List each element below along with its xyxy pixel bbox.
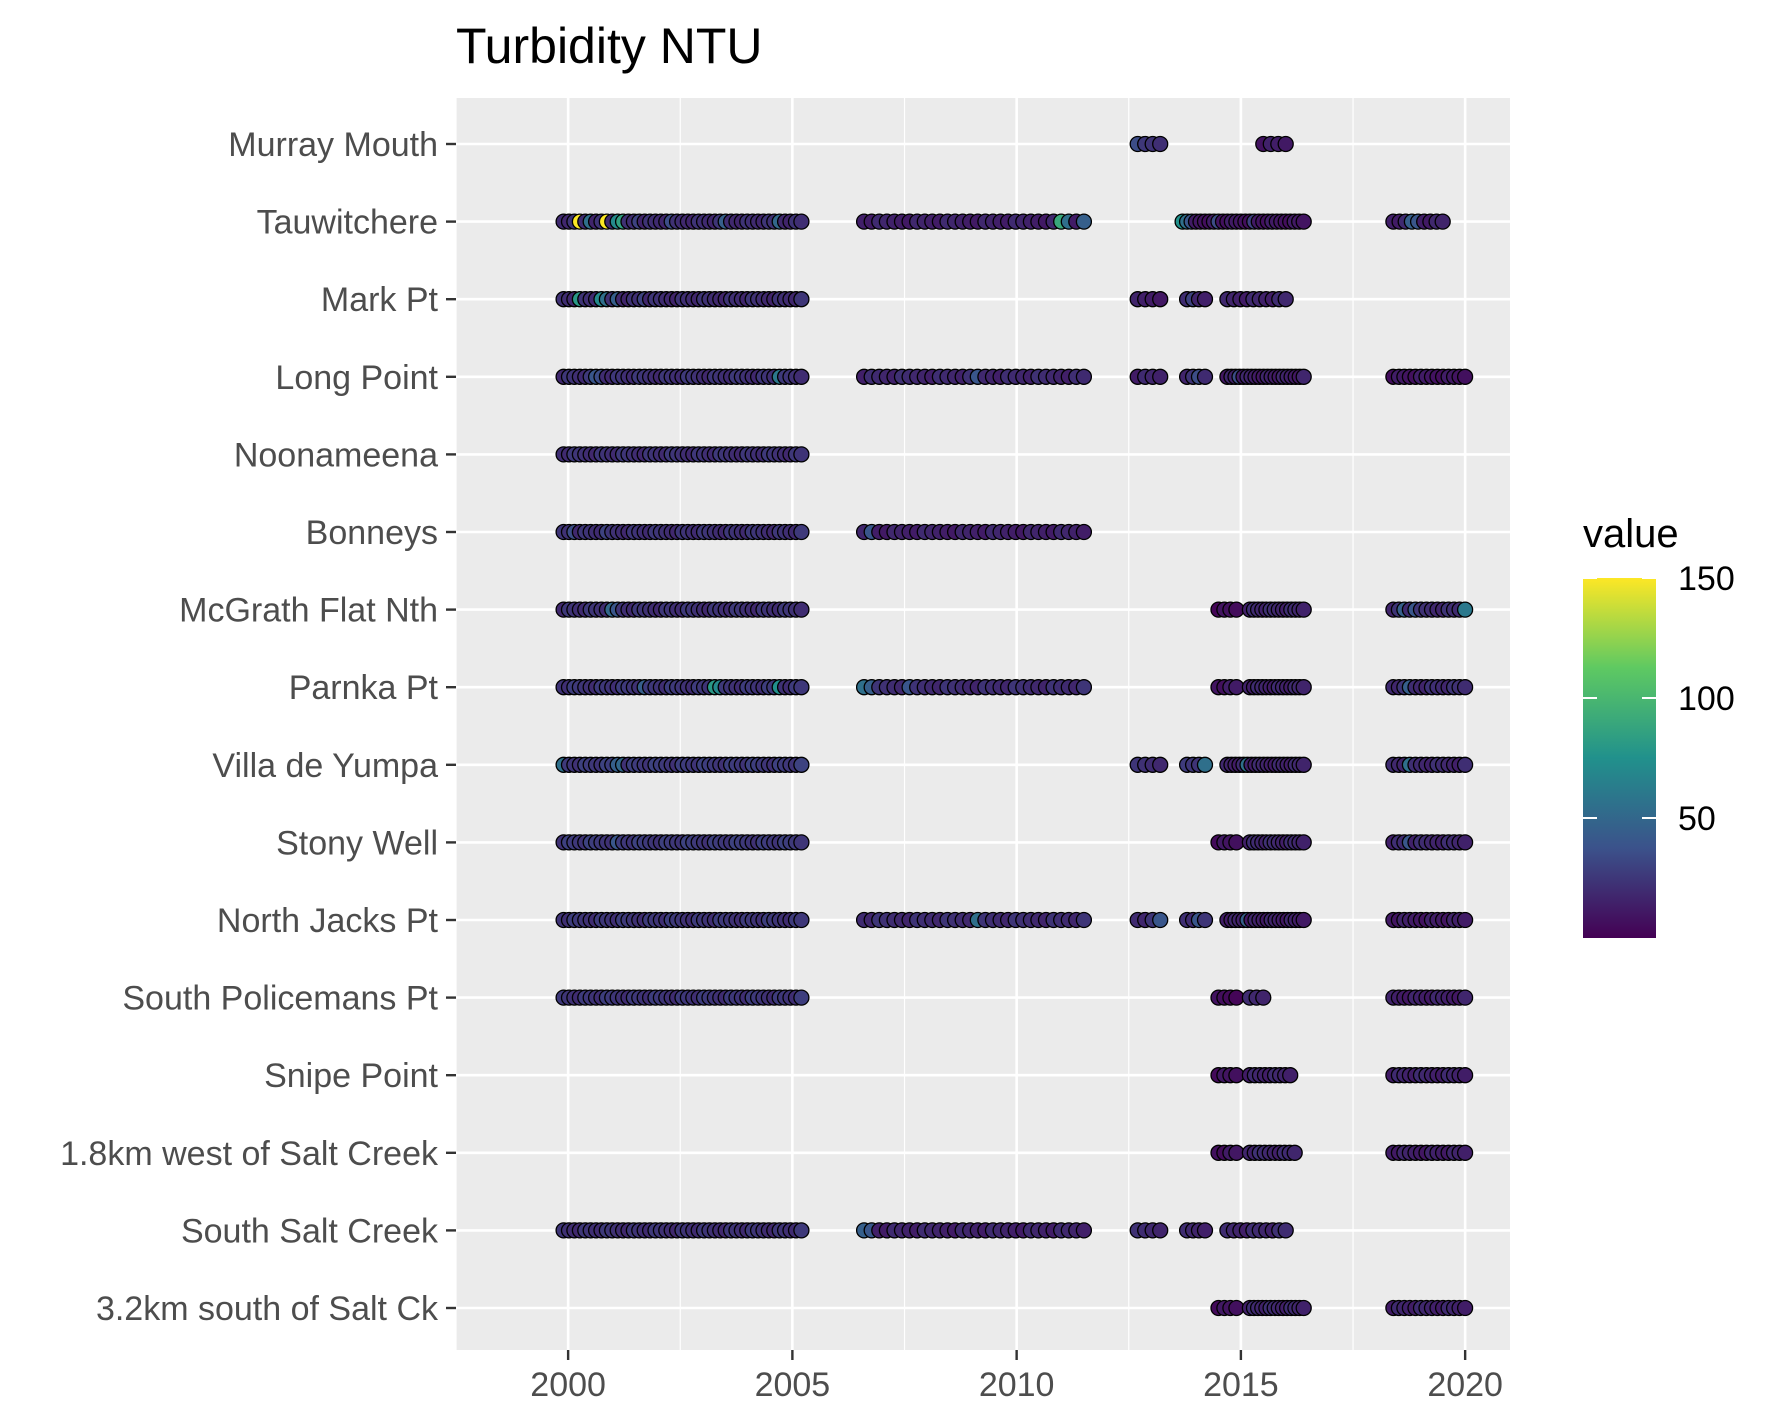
data-point bbox=[1152, 291, 1169, 308]
data-point bbox=[1075, 679, 1093, 696]
y-tick-label: Tauwitchere bbox=[257, 204, 438, 242]
data-point bbox=[1456, 368, 1474, 385]
data-point bbox=[793, 1222, 810, 1239]
data-point bbox=[793, 989, 810, 1006]
data-point bbox=[1255, 989, 1272, 1006]
data-point bbox=[1196, 756, 1214, 773]
y-tick-label: South Salt Creek bbox=[181, 1212, 439, 1250]
data-point bbox=[1228, 834, 1245, 851]
y-tick-label: Mark Pt bbox=[321, 281, 439, 319]
data-point bbox=[1295, 834, 1312, 851]
data-point bbox=[793, 213, 810, 230]
data-point bbox=[1295, 1299, 1312, 1317]
data-point bbox=[1075, 911, 1093, 929]
data-point bbox=[793, 523, 810, 541]
data-point bbox=[1295, 368, 1312, 385]
y-tick-label: Villa de Yumpa bbox=[212, 747, 438, 785]
data-point bbox=[1277, 1222, 1294, 1239]
data-point bbox=[1228, 1144, 1245, 1161]
legend-tick-label: 100 bbox=[1678, 680, 1735, 718]
y-tick-label: Bonneys bbox=[306, 514, 438, 552]
data-point bbox=[1456, 601, 1474, 618]
data-point bbox=[1228, 679, 1245, 696]
data-points bbox=[555, 135, 1474, 1317]
data-point bbox=[1196, 1222, 1214, 1239]
data-point bbox=[1152, 368, 1169, 385]
y-tick-label: Stony Well bbox=[276, 824, 438, 862]
color-legend: value 50 100 150 bbox=[1583, 512, 1735, 938]
x-tick-label: 2000 bbox=[530, 1366, 606, 1404]
data-point bbox=[1456, 679, 1474, 696]
chart-title: Turbidity NTU bbox=[456, 18, 763, 74]
x-tick-label: 2015 bbox=[1203, 1366, 1279, 1404]
plot-panel bbox=[456, 98, 1510, 1350]
x-tick-label: 2010 bbox=[979, 1366, 1055, 1404]
data-point bbox=[793, 756, 810, 773]
data-point bbox=[1228, 1067, 1245, 1084]
legend-title: value bbox=[1583, 512, 1679, 556]
data-point bbox=[1075, 1222, 1093, 1239]
data-point bbox=[1277, 135, 1294, 153]
data-point bbox=[1456, 834, 1474, 851]
data-point bbox=[793, 291, 810, 308]
y-axis: Murray Mouth Tauwitchere Mark Pt Long Point… bbox=[60, 126, 456, 1328]
y-tick-label: Noonameena bbox=[234, 436, 438, 474]
data-point bbox=[1196, 291, 1214, 308]
data-point bbox=[1286, 1144, 1303, 1161]
y-tick-label: Parnka Pt bbox=[289, 669, 439, 707]
data-point bbox=[1456, 756, 1474, 773]
legend-tick-label: 50 bbox=[1678, 800, 1716, 838]
legend-ticks: 50 100 150 bbox=[1583, 560, 1735, 838]
data-point bbox=[793, 368, 810, 385]
legend-tick-label: 150 bbox=[1678, 560, 1735, 598]
data-point bbox=[1196, 911, 1214, 929]
data-point bbox=[1456, 1144, 1474, 1161]
data-point bbox=[1152, 1222, 1169, 1239]
data-point bbox=[1456, 1299, 1474, 1317]
data-point bbox=[1196, 368, 1214, 385]
data-point bbox=[1434, 213, 1451, 230]
data-point bbox=[793, 446, 810, 463]
data-point bbox=[793, 911, 810, 929]
y-tick-label: 1.8km west of Salt Creek bbox=[60, 1135, 439, 1173]
data-point bbox=[1228, 1299, 1245, 1317]
data-point bbox=[1295, 756, 1312, 773]
data-point bbox=[1075, 368, 1093, 385]
data-point bbox=[1228, 601, 1245, 618]
data-point bbox=[1456, 911, 1474, 929]
data-point bbox=[1075, 523, 1093, 541]
x-tick-label: 2005 bbox=[755, 1366, 831, 1404]
colorbar bbox=[1583, 578, 1656, 938]
data-point bbox=[1456, 1067, 1474, 1084]
data-point bbox=[1282, 1067, 1299, 1084]
data-point bbox=[793, 601, 810, 618]
y-tick-label: McGrath Flat Nth bbox=[179, 592, 438, 630]
data-point bbox=[1295, 213, 1312, 230]
data-point bbox=[1456, 989, 1474, 1006]
y-tick-label: 3.2km south of Salt Ck bbox=[96, 1290, 439, 1328]
data-point bbox=[1295, 679, 1312, 696]
x-axis: 2000 2005 2010 2015 2020 bbox=[530, 1350, 1503, 1404]
y-tick-label: Murray Mouth bbox=[228, 126, 438, 164]
data-point bbox=[793, 834, 810, 851]
y-tick-label: North Jacks Pt bbox=[217, 902, 439, 940]
y-tick-label: South Policemans Pt bbox=[122, 980, 438, 1018]
y-tick-label: Long Point bbox=[275, 359, 438, 397]
data-point bbox=[1152, 911, 1169, 929]
data-point bbox=[1277, 291, 1294, 308]
data-point bbox=[793, 679, 810, 696]
x-tick-label: 2020 bbox=[1427, 1366, 1503, 1404]
y-tick-label: Snipe Point bbox=[264, 1057, 438, 1095]
data-point bbox=[1152, 135, 1169, 153]
data-point bbox=[1152, 756, 1169, 773]
data-point bbox=[1075, 213, 1093, 230]
data-point bbox=[1228, 989, 1245, 1006]
data-point bbox=[1295, 911, 1312, 929]
data-point bbox=[1295, 601, 1312, 618]
